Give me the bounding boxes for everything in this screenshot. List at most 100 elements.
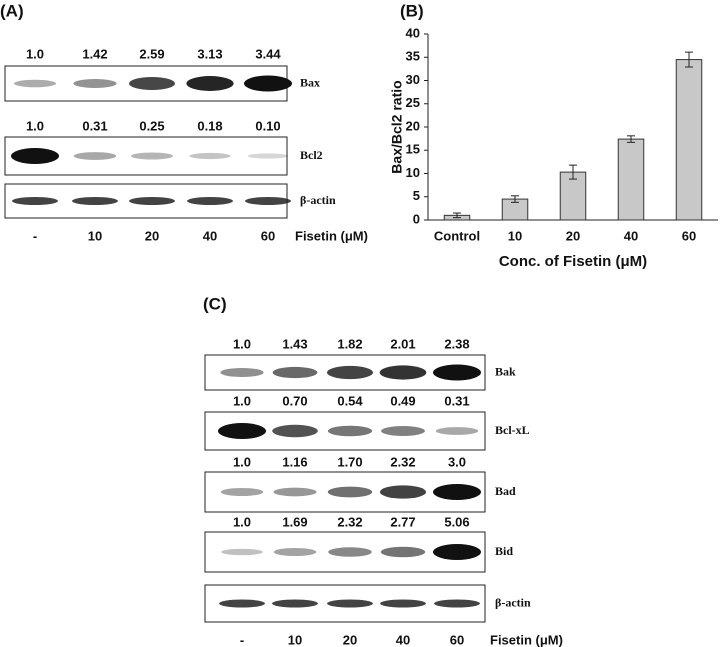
y-tick-label: 40 bbox=[406, 25, 420, 40]
lane-label: 40 bbox=[396, 632, 410, 647]
density-label: 1.0 bbox=[233, 336, 251, 351]
y-tick-label: 35 bbox=[406, 49, 420, 64]
y-axis-title: Bax/Bcl2 ratio bbox=[389, 80, 405, 173]
lane-label: 10 bbox=[88, 228, 102, 243]
band bbox=[327, 486, 373, 498]
band bbox=[433, 364, 481, 381]
density-label: 0.25 bbox=[139, 118, 164, 133]
band bbox=[12, 197, 58, 205]
x-tick-label: 20 bbox=[566, 228, 580, 243]
x-tick-label: Control bbox=[434, 228, 480, 243]
band bbox=[73, 79, 117, 88]
density-label: 0.10 bbox=[255, 118, 280, 133]
x-tick-label: 40 bbox=[624, 228, 638, 243]
density-label: 3.44 bbox=[255, 46, 281, 61]
panel-label: (C) bbox=[203, 294, 227, 313]
density-label: 1.42 bbox=[82, 46, 107, 61]
band bbox=[328, 547, 372, 557]
lane-label: 20 bbox=[343, 632, 357, 647]
bar bbox=[675, 59, 703, 221]
density-label: 1.0 bbox=[233, 514, 251, 529]
band bbox=[381, 426, 425, 436]
protein-label: β-actin bbox=[300, 193, 336, 207]
y-tick-label: 20 bbox=[406, 118, 420, 133]
lane-label: 60 bbox=[450, 632, 464, 647]
band bbox=[189, 152, 231, 160]
density-label: 0.18 bbox=[197, 118, 222, 133]
lane-label: - bbox=[240, 632, 244, 647]
band bbox=[433, 544, 481, 560]
density-label: 0.31 bbox=[444, 393, 469, 408]
protein-label: Bid bbox=[495, 544, 513, 558]
band bbox=[435, 427, 479, 435]
band bbox=[11, 148, 59, 164]
band bbox=[218, 423, 266, 439]
band bbox=[131, 152, 173, 160]
density-label: 0.54 bbox=[337, 393, 363, 408]
density-label: 1.0 bbox=[26, 118, 44, 133]
band bbox=[220, 488, 264, 496]
y-tick-label: 30 bbox=[406, 72, 420, 87]
treatment-label: Fisetin (μM) bbox=[490, 632, 563, 647]
y-tick-label: 15 bbox=[406, 142, 420, 157]
band bbox=[272, 424, 318, 438]
band bbox=[326, 365, 374, 380]
lane-label: 60 bbox=[261, 228, 275, 243]
band bbox=[379, 485, 427, 499]
protein-label: β-actin bbox=[495, 595, 531, 609]
treatment-label: Fisetin (μM) bbox=[295, 228, 368, 243]
density-label: 3.13 bbox=[197, 46, 222, 61]
band bbox=[187, 197, 233, 205]
density-label: 2.32 bbox=[390, 454, 415, 469]
x-axis-title: Conc. of Fisetin (μM) bbox=[499, 253, 647, 270]
density-label: 1.16 bbox=[282, 454, 307, 469]
y-tick-label: 0 bbox=[413, 211, 420, 226]
density-label: 1.0 bbox=[233, 393, 251, 408]
x-tick-label: 60 bbox=[682, 228, 696, 243]
protein-label: Bcl2 bbox=[300, 148, 323, 162]
band bbox=[379, 365, 427, 380]
density-label: 1.0 bbox=[233, 454, 251, 469]
y-tick-label: 10 bbox=[406, 165, 420, 180]
density-label: 2.38 bbox=[444, 336, 469, 351]
lane-label: 40 bbox=[203, 228, 217, 243]
density-label: 0.31 bbox=[82, 118, 107, 133]
lane-label: 20 bbox=[145, 228, 159, 243]
band bbox=[13, 79, 57, 88]
band bbox=[73, 152, 117, 160]
density-label: 1.70 bbox=[337, 454, 362, 469]
band bbox=[220, 367, 264, 378]
band bbox=[433, 484, 481, 500]
band bbox=[434, 599, 480, 608]
protein-label: Bad bbox=[495, 484, 516, 498]
protein-label: Bcl-xL bbox=[495, 423, 530, 437]
band bbox=[129, 197, 175, 205]
band bbox=[327, 599, 373, 608]
y-tick-label: 25 bbox=[406, 95, 420, 110]
band bbox=[380, 599, 426, 608]
band bbox=[186, 76, 234, 91]
y-tick-label: 5 bbox=[413, 188, 420, 203]
band bbox=[219, 599, 265, 608]
density-label: 1.0 bbox=[26, 46, 44, 61]
band bbox=[128, 76, 176, 91]
band bbox=[380, 546, 426, 558]
density-label: 2.77 bbox=[390, 514, 415, 529]
lane-label: 10 bbox=[288, 632, 302, 647]
density-label: 2.59 bbox=[139, 46, 164, 61]
band bbox=[327, 425, 373, 437]
band bbox=[247, 153, 289, 159]
x-tick-label: 10 bbox=[508, 228, 522, 243]
band bbox=[72, 197, 118, 205]
band bbox=[272, 366, 318, 379]
density-label: 1.69 bbox=[282, 514, 307, 529]
bar bbox=[617, 138, 645, 221]
lane-label: - bbox=[33, 228, 37, 243]
band bbox=[245, 197, 291, 205]
protein-label: Bak bbox=[495, 364, 516, 378]
protein-label: Bax bbox=[300, 75, 320, 89]
band bbox=[272, 599, 318, 608]
panel-label: (A) bbox=[0, 1, 24, 20]
density-label: 2.01 bbox=[390, 336, 415, 351]
